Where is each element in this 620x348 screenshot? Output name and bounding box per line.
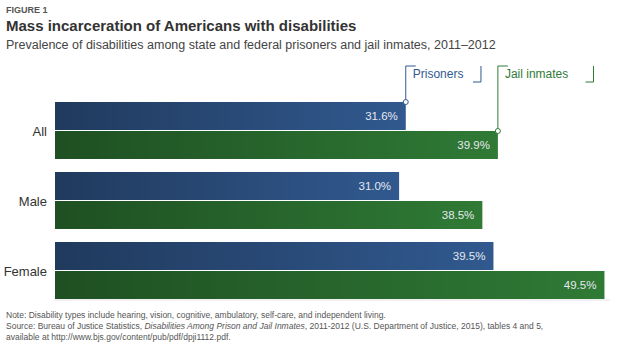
note: Note: Disability types include hearing, …	[6, 310, 386, 320]
category-label: Male	[19, 194, 47, 209]
bar	[55, 271, 604, 299]
bar	[55, 201, 482, 229]
data-label: 38.5%	[442, 209, 475, 221]
source-part: , 2011-2012 (U.S. Department of Justice,…	[305, 321, 543, 331]
bars	[55, 102, 604, 299]
legend-dot	[495, 129, 500, 134]
legend-entry: Prisoners	[403, 66, 481, 105]
source-part: Source: Bureau of Justice Statistics,	[6, 321, 144, 331]
bar	[55, 242, 493, 270]
category-label: All	[33, 124, 48, 139]
data-label: 31.6%	[365, 110, 398, 122]
legend-label: Jail inmates	[505, 67, 568, 81]
bar-shade	[55, 102, 406, 130]
bar	[55, 131, 498, 159]
data-label: 39.5%	[453, 250, 486, 262]
legend-bracket	[585, 66, 593, 82]
data-labels: 31.6% 39.9% 31.0% 38.5% 39.5% 49.5%	[358, 110, 596, 291]
source-line: available at http://www.bjs.gov/content/…	[6, 332, 231, 342]
legend-dot	[403, 100, 408, 105]
subtitle: Prevalence of disabilities among state a…	[6, 38, 496, 52]
x-axis-line	[55, 300, 610, 301]
bar-shade	[55, 201, 482, 229]
data-label: 39.9%	[457, 139, 490, 151]
legend: Prisoners Jail inmates	[403, 66, 593, 134]
chart: FIGURE 1 Mass incarceration of Americans …	[0, 0, 620, 348]
legend-label: Prisoners	[413, 67, 464, 81]
bar-shade	[55, 242, 493, 270]
category-label: Female	[4, 264, 47, 279]
legend-entry: Jail inmates	[495, 66, 593, 134]
bar-shade	[55, 271, 604, 299]
bar	[55, 102, 406, 130]
data-label: 49.5%	[564, 279, 597, 291]
source-line: Source: Bureau of Justice Statistics, Di…	[6, 321, 543, 331]
bar-shade	[55, 172, 399, 200]
title: Mass incarceration of Americans with dis…	[6, 17, 356, 34]
figure-label: FIGURE 1	[6, 5, 48, 15]
data-label: 31.0%	[358, 180, 391, 192]
source-part: Disabilities Among Prison and Jail Inmat…	[144, 321, 305, 331]
bar-shade	[55, 131, 498, 159]
legend-bracket	[473, 66, 481, 82]
bar	[55, 172, 399, 200]
